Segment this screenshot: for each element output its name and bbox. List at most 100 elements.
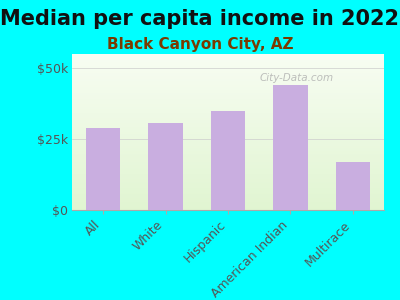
Bar xyxy=(72,135,384,137)
Bar xyxy=(72,96,384,98)
Bar xyxy=(72,187,384,188)
Bar xyxy=(72,146,384,148)
Bar xyxy=(72,177,384,179)
Bar xyxy=(72,59,384,60)
Bar xyxy=(72,193,384,194)
Bar xyxy=(72,82,384,84)
Bar xyxy=(72,104,384,106)
Bar xyxy=(72,207,384,208)
Bar xyxy=(72,201,384,202)
Bar xyxy=(72,118,384,119)
Bar xyxy=(72,124,384,126)
Bar xyxy=(72,176,384,177)
Bar xyxy=(72,169,384,171)
Bar xyxy=(72,155,384,157)
Bar xyxy=(72,149,384,151)
Bar xyxy=(72,140,384,141)
Bar xyxy=(72,123,384,124)
Bar xyxy=(72,74,384,76)
Bar xyxy=(72,151,384,152)
Bar xyxy=(72,208,384,210)
Bar xyxy=(72,168,384,170)
Bar xyxy=(72,199,384,201)
Bar xyxy=(72,134,384,135)
Bar xyxy=(72,85,384,87)
Bar xyxy=(72,165,384,166)
Bar xyxy=(72,179,384,180)
Bar xyxy=(72,191,384,193)
Bar xyxy=(336,162,370,210)
Bar xyxy=(72,158,384,160)
Bar xyxy=(72,166,384,168)
Bar xyxy=(72,101,384,102)
Bar xyxy=(72,112,384,113)
Bar xyxy=(72,80,384,82)
Bar xyxy=(72,92,384,93)
Bar xyxy=(72,202,384,204)
Bar xyxy=(72,160,384,162)
Text: Black Canyon City, AZ: Black Canyon City, AZ xyxy=(107,38,293,52)
Bar xyxy=(72,196,384,197)
Bar xyxy=(72,197,384,199)
Bar xyxy=(72,184,384,185)
Bar xyxy=(72,182,384,184)
Bar xyxy=(72,57,384,59)
Bar xyxy=(72,116,384,118)
Bar xyxy=(72,132,384,134)
Bar xyxy=(72,194,384,196)
Bar xyxy=(72,79,384,80)
Bar xyxy=(72,90,384,92)
Bar xyxy=(72,115,384,116)
Bar xyxy=(72,68,384,70)
Bar xyxy=(72,65,384,67)
Text: City-Data.com: City-Data.com xyxy=(259,73,333,83)
Bar xyxy=(72,172,384,174)
Bar xyxy=(72,130,384,132)
Bar xyxy=(72,60,384,62)
Bar xyxy=(72,77,384,79)
Bar xyxy=(72,121,384,123)
Bar xyxy=(72,143,384,145)
Bar xyxy=(72,73,384,74)
Bar xyxy=(72,62,384,63)
Bar xyxy=(72,190,384,191)
Bar xyxy=(72,71,384,73)
Bar xyxy=(72,180,384,182)
Bar xyxy=(72,129,384,130)
Bar xyxy=(72,106,384,107)
Bar xyxy=(72,93,384,94)
Bar xyxy=(72,110,384,112)
Bar xyxy=(72,113,384,115)
Bar xyxy=(148,124,183,210)
Bar xyxy=(72,84,384,85)
Bar xyxy=(72,87,384,88)
Bar xyxy=(72,157,384,158)
Bar xyxy=(72,99,384,101)
Bar xyxy=(72,171,384,172)
Bar xyxy=(72,54,384,56)
Bar xyxy=(72,185,384,187)
Text: Median per capita income in 2022: Median per capita income in 2022 xyxy=(0,9,400,29)
Bar xyxy=(72,137,384,138)
Bar xyxy=(86,128,120,210)
Bar xyxy=(273,85,308,210)
Bar xyxy=(72,126,384,127)
Bar xyxy=(72,67,384,68)
Bar xyxy=(72,145,384,146)
Bar xyxy=(72,70,384,71)
Bar xyxy=(72,163,384,165)
Bar xyxy=(72,152,384,154)
Bar xyxy=(72,162,384,163)
Bar xyxy=(72,76,384,77)
Bar xyxy=(72,63,384,65)
Bar xyxy=(72,127,384,129)
Bar xyxy=(72,154,384,155)
Bar xyxy=(72,188,384,190)
Bar xyxy=(72,205,384,207)
Bar xyxy=(72,109,384,110)
Bar xyxy=(72,148,384,149)
Bar xyxy=(72,102,384,104)
Bar xyxy=(72,94,384,96)
Bar xyxy=(72,98,384,99)
Bar xyxy=(72,119,384,121)
